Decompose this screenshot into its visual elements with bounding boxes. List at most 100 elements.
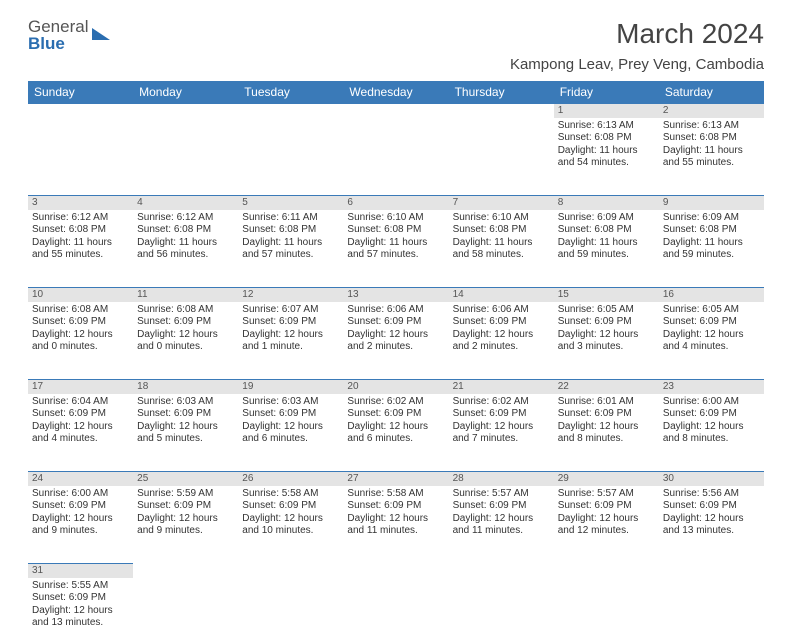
day-content-cell: Sunrise: 6:09 AMSunset: 6:08 PMDaylight:…: [659, 210, 764, 288]
daylight-line1: Daylight: 12 hours: [453, 329, 550, 342]
logo: General Blue: [28, 18, 110, 52]
daylight-line2: and 11 minutes.: [453, 525, 550, 538]
sunset-line: Sunset: 6:09 PM: [453, 316, 550, 329]
sunrise-line: Sunrise: 6:06 AM: [347, 304, 444, 317]
day-content-cell: Sunrise: 6:10 AMSunset: 6:08 PMDaylight:…: [449, 210, 554, 288]
sunset-line: Sunset: 6:09 PM: [32, 408, 129, 421]
sunset-line: Sunset: 6:08 PM: [32, 224, 129, 237]
day-number-cell: 19: [238, 380, 343, 394]
header: General Blue March 2024 Kampong Leav, Pr…: [0, 0, 792, 73]
sunset-line: Sunset: 6:08 PM: [242, 224, 339, 237]
week-content-row: Sunrise: 6:04 AMSunset: 6:09 PMDaylight:…: [28, 394, 764, 472]
daylight-line1: Daylight: 12 hours: [32, 421, 129, 434]
daylight-line1: Daylight: 12 hours: [663, 513, 760, 526]
sunset-line: Sunset: 6:09 PM: [242, 316, 339, 329]
day-header: Wednesday: [343, 81, 448, 104]
sunrise-line: Sunrise: 6:07 AM: [242, 304, 339, 317]
day-content-cell: [659, 578, 764, 638]
sunrise-line: Sunrise: 5:58 AM: [347, 488, 444, 501]
daylight-line1: Daylight: 12 hours: [347, 329, 444, 342]
day-number-cell: 20: [343, 380, 448, 394]
sunrise-line: Sunrise: 6:10 AM: [347, 212, 444, 225]
daylight-line2: and 13 minutes.: [663, 525, 760, 538]
day-number-cell: [659, 564, 764, 578]
daylight-line2: and 2 minutes.: [347, 341, 444, 354]
day-content-cell: [343, 578, 448, 638]
sunrise-line: Sunrise: 6:03 AM: [137, 396, 234, 409]
daylight-line2: and 7 minutes.: [453, 433, 550, 446]
day-number-cell: 4: [133, 196, 238, 210]
daylight-line1: Daylight: 12 hours: [453, 513, 550, 526]
day-number-cell: 5: [238, 196, 343, 210]
daylight-line2: and 54 minutes.: [558, 157, 655, 170]
day-content-cell: Sunrise: 6:00 AMSunset: 6:09 PMDaylight:…: [28, 486, 133, 564]
day-header-row: Sunday Monday Tuesday Wednesday Thursday…: [28, 81, 764, 104]
sunset-line: Sunset: 6:09 PM: [347, 408, 444, 421]
day-content-cell: Sunrise: 6:02 AMSunset: 6:09 PMDaylight:…: [343, 394, 448, 472]
daylight-line1: Daylight: 12 hours: [453, 421, 550, 434]
sunrise-line: Sunrise: 6:05 AM: [558, 304, 655, 317]
day-content-cell: [238, 578, 343, 638]
week-daynum-row: 3456789: [28, 196, 764, 210]
day-number-cell: 11: [133, 288, 238, 302]
daylight-line2: and 6 minutes.: [242, 433, 339, 446]
day-number-cell: 25: [133, 472, 238, 486]
day-content-cell: Sunrise: 6:07 AMSunset: 6:09 PMDaylight:…: [238, 302, 343, 380]
day-number-cell: [343, 564, 448, 578]
day-content-cell: [449, 578, 554, 638]
week-daynum-row: 24252627282930: [28, 472, 764, 486]
day-number-cell: 26: [238, 472, 343, 486]
sunset-line: Sunset: 6:08 PM: [137, 224, 234, 237]
day-number-cell: 15: [554, 288, 659, 302]
day-number-cell: 2: [659, 104, 764, 118]
day-number-cell: [449, 564, 554, 578]
sunset-line: Sunset: 6:09 PM: [663, 500, 760, 513]
sunset-line: Sunset: 6:09 PM: [663, 408, 760, 421]
sunrise-line: Sunrise: 5:58 AM: [242, 488, 339, 501]
day-content-cell: Sunrise: 5:58 AMSunset: 6:09 PMDaylight:…: [238, 486, 343, 564]
day-content-cell: Sunrise: 5:58 AMSunset: 6:09 PMDaylight:…: [343, 486, 448, 564]
daylight-line2: and 55 minutes.: [32, 249, 129, 262]
day-content-cell: Sunrise: 6:12 AMSunset: 6:08 PMDaylight:…: [28, 210, 133, 288]
daylight-line1: Daylight: 12 hours: [347, 421, 444, 434]
daylight-line1: Daylight: 11 hours: [242, 237, 339, 250]
day-content-cell: Sunrise: 5:55 AMSunset: 6:09 PMDaylight:…: [28, 578, 133, 638]
week-daynum-row: 10111213141516: [28, 288, 764, 302]
day-content-cell: Sunrise: 6:01 AMSunset: 6:09 PMDaylight:…: [554, 394, 659, 472]
daylight-line2: and 59 minutes.: [558, 249, 655, 262]
daylight-line1: Daylight: 11 hours: [347, 237, 444, 250]
sunset-line: Sunset: 6:09 PM: [32, 500, 129, 513]
sunset-line: Sunset: 6:09 PM: [558, 408, 655, 421]
day-number-cell: [238, 564, 343, 578]
sunrise-line: Sunrise: 5:57 AM: [453, 488, 550, 501]
day-content-cell: Sunrise: 6:10 AMSunset: 6:08 PMDaylight:…: [343, 210, 448, 288]
sunset-line: Sunset: 6:08 PM: [453, 224, 550, 237]
day-number-cell: [28, 104, 133, 118]
sunset-line: Sunset: 6:09 PM: [32, 592, 129, 605]
sunset-line: Sunset: 6:09 PM: [242, 408, 339, 421]
daylight-line2: and 12 minutes.: [558, 525, 655, 538]
day-number-cell: 6: [343, 196, 448, 210]
day-number-cell: 14: [449, 288, 554, 302]
day-number-cell: 13: [343, 288, 448, 302]
sunrise-line: Sunrise: 5:57 AM: [558, 488, 655, 501]
day-content-cell: Sunrise: 6:03 AMSunset: 6:09 PMDaylight:…: [133, 394, 238, 472]
daylight-line2: and 2 minutes.: [453, 341, 550, 354]
daylight-line2: and 5 minutes.: [137, 433, 234, 446]
sunrise-line: Sunrise: 5:59 AM: [137, 488, 234, 501]
daylight-line2: and 9 minutes.: [137, 525, 234, 538]
week-daynum-row: 12: [28, 104, 764, 118]
week-content-row: Sunrise: 6:00 AMSunset: 6:09 PMDaylight:…: [28, 486, 764, 564]
calendar-table: Sunday Monday Tuesday Wednesday Thursday…: [28, 81, 764, 638]
daylight-line1: Daylight: 12 hours: [663, 329, 760, 342]
daylight-line2: and 0 minutes.: [32, 341, 129, 354]
sunset-line: Sunset: 6:09 PM: [137, 500, 234, 513]
day-content-cell: [554, 578, 659, 638]
day-header: Friday: [554, 81, 659, 104]
day-number-cell: 10: [28, 288, 133, 302]
sunset-line: Sunset: 6:09 PM: [137, 408, 234, 421]
day-content-cell: Sunrise: 6:13 AMSunset: 6:08 PMDaylight:…: [554, 118, 659, 196]
sunrise-line: Sunrise: 6:03 AM: [242, 396, 339, 409]
day-content-cell: [343, 118, 448, 196]
day-number-cell: 30: [659, 472, 764, 486]
